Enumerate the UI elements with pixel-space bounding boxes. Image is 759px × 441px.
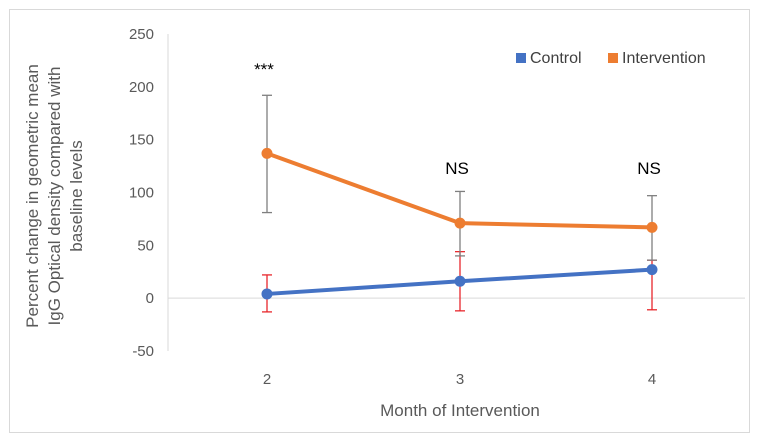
x-tick-label: 4: [648, 371, 656, 388]
significance-annotations: *** NS NS: [254, 60, 661, 178]
chart-frame: [9, 9, 750, 433]
data-point-control: [261, 288, 273, 300]
legend-label: Control: [530, 50, 582, 67]
x-tick-label: 2: [263, 371, 271, 388]
significance-label: NS: [637, 159, 661, 178]
y-tick-label: -50: [132, 343, 154, 360]
data-point-intervention: [646, 221, 658, 233]
x-tick-label: 3: [456, 371, 464, 388]
y-axis-ticks: -50 0 50 100 150 200 250: [129, 26, 154, 360]
y-tick-label: 50: [137, 237, 154, 254]
significance-label: ***: [254, 60, 274, 79]
y-tick-label: 150: [129, 132, 154, 149]
legend-item-intervention: Intervention: [608, 50, 706, 67]
data-point-intervention: [454, 217, 466, 229]
data-point-control: [454, 275, 466, 287]
y-tick-label: 250: [129, 26, 154, 43]
data-point-control: [646, 264, 658, 276]
legend-label: Intervention: [622, 50, 706, 67]
y-axis-title: Percent change in geometric mean IgG Opti…: [23, 64, 86, 328]
y-tick-label: 0: [146, 290, 154, 307]
significance-label: NS: [445, 159, 469, 178]
y-tick-label: 200: [129, 79, 154, 96]
legend-item-control: Control: [516, 50, 582, 67]
legend-swatch: [516, 53, 526, 63]
y-tick-label: 100: [129, 185, 154, 202]
x-axis-title: Month of Intervention: [380, 401, 540, 420]
x-axis-ticks: 2 3 4: [263, 371, 656, 388]
legend: Control Intervention: [516, 50, 706, 67]
series-lines: [261, 147, 658, 300]
legend-swatch: [608, 53, 618, 63]
data-point-intervention: [261, 147, 273, 159]
